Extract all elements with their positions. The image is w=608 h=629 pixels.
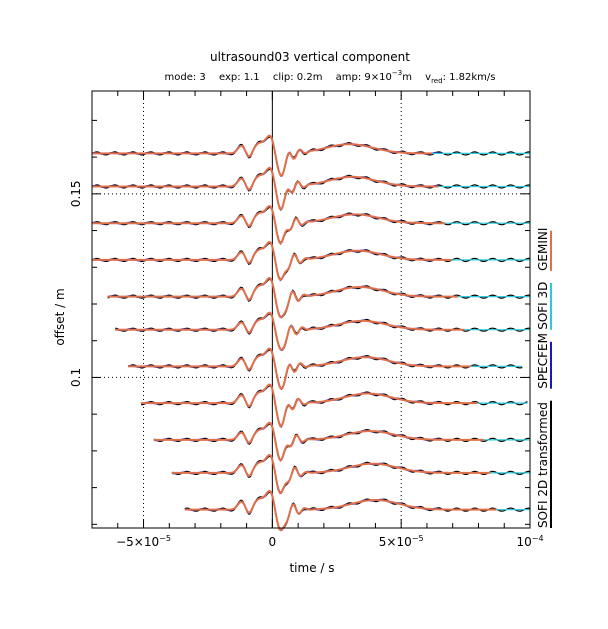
trace-line-sofi-2d-transformed [91,207,531,244]
plot-frame [91,90,531,529]
trace-line-sofi-2d-transformed [91,136,531,176]
x-tick-label: 10−4 [516,534,543,549]
trace-line-gemini [92,204,445,245]
subtitle-vred-value: : 1.82km/s [443,72,496,83]
trace-line-sofi-2d-transformed [184,491,531,531]
y-tick-label: 0.15 [69,180,83,207]
y-axis-label: offset / m [53,288,67,345]
trace-line-specfem [107,277,440,319]
trace-line-specfem [91,205,440,245]
trace-line-sofi-3d [141,384,528,428]
trace-line-sofi-3d [128,347,523,390]
trace-line-gemini [92,166,439,211]
subtitle-clip: clip: 0.2m [273,72,323,83]
trace-line-specfem [171,454,440,495]
trace-group [91,134,531,532]
trace-line-gemini [128,347,471,390]
trace-line-sofi-2d-transformed [153,423,531,461]
legend: SOFI 2D transformed SPECFEM SOFI 3D GEMINI [536,228,552,528]
trace-line-gemini [171,453,491,495]
x-tick-label: 5×10−5 [379,534,424,549]
chart-title: ultrasound03 vertical component [210,50,410,64]
trace-line-sofi-2d-transformed [140,385,528,427]
subtitle-mode: mode: 3 [165,72,206,83]
x-axis-ticks: −5×10−5 0 5×10−5 10−4 [116,91,544,549]
subtitle-amp-exp: −3 [392,69,402,77]
legend-label: SPECFEM [536,333,550,389]
subtitle-vred-base: v [425,72,431,83]
subtitle-amp-base: amp: 9×10 [336,72,392,83]
trace-line-sofi-3d [153,421,530,461]
trace-line-gemini [184,490,497,532]
legend-label: GEMINI [536,228,550,271]
x-tick-label: −5×10−5 [116,534,171,549]
trace-line-sofi-3d [92,135,530,177]
legend-label: SOFI 3D [536,282,550,330]
y-axis-ticks: 0.1 0.15 [69,119,530,525]
legend-label: SOFI 2D transformed [536,402,550,528]
trace-line-gemini [115,311,465,351]
subtitle-amp-unit: m [402,72,412,83]
trace-line-gemini [107,276,458,319]
y-tick-label: 0.1 [69,368,83,387]
trace-line-specfem [91,167,440,211]
trace-line-sofi-2d-transformed [115,313,531,351]
trace-line-sofi-3d [92,167,530,211]
trace-line-sofi-2d-transformed [127,349,523,390]
trace-line-gemini [141,383,478,428]
subtitle-exp: exp: 1.1 [219,72,260,83]
trace-line-sofi-2d-transformed [91,168,531,211]
trace-line-sofi-2d-transformed [107,278,531,318]
trace-line-gemini [92,134,433,177]
trace-line-sofi-3d [171,454,530,494]
trace-line-sofi-2d-transformed [91,242,531,281]
subtitle-vred-sub: red [431,77,442,85]
x-axis-label: time / s [289,561,334,575]
trace-line-sofi-2d-transformed [171,455,531,494]
chart-subtitle: mode: 3 exp: 1.1 clip: 0.2m amp: 9×10−3m… [165,69,496,85]
trace-line-gemini [153,421,484,462]
x-tick-label: 0 [269,535,277,549]
grid-lines [92,91,530,528]
trace-line-gemini [92,241,452,281]
